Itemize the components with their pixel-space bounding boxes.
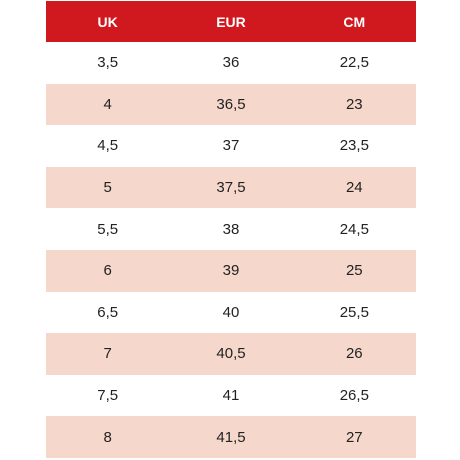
table-row: 7 40,5 26 <box>46 333 416 375</box>
cell-eur: 38 <box>222 220 240 238</box>
cell-eur: 37 <box>222 137 240 155</box>
cell-uk: 7 <box>103 345 112 363</box>
cell-eur: 40 <box>222 303 240 321</box>
cell-uk: 5,5 <box>97 220 119 238</box>
cell-uk: 8 <box>103 428 112 446</box>
cell-uk: 4 <box>103 95 112 113</box>
cell-uk: 7,5 <box>97 387 119 405</box>
header-cm: CM <box>343 13 366 30</box>
header-eur: EUR <box>216 13 246 30</box>
cell-uk: 4,5 <box>97 137 119 155</box>
table-row: 6,5 40 25,5 <box>46 291 416 334</box>
cell-uk: 6,5 <box>97 303 119 321</box>
cell-cm: 24,5 <box>339 220 369 238</box>
cell-eur: 40,5 <box>216 345 246 363</box>
table-row: 5 37,5 24 <box>46 166 416 209</box>
table-header-row: UK EUR CM <box>46 1 416 42</box>
cell-eur: 36,5 <box>216 95 246 113</box>
table-row: 6 39 25 <box>46 249 416 292</box>
header-uk: UK <box>97 13 118 30</box>
cell-uk: 3,5 <box>97 54 119 72</box>
cell-eur: 37,5 <box>216 179 246 197</box>
table-row: 4,5 37 23,5 <box>46 125 416 167</box>
cell-cm: 26,5 <box>339 387 369 405</box>
cell-uk: 6 <box>103 262 112 280</box>
cell-cm: 23 <box>345 95 363 113</box>
cell-cm: 23,5 <box>339 137 369 155</box>
cell-eur: 36 <box>222 54 240 72</box>
cell-uk: 5 <box>103 179 112 197</box>
size-chart-table: UK EUR CM 3,5 36 22,5 4 36,5 23 4,5 37 2… <box>46 1 416 458</box>
cell-eur: 41 <box>222 387 240 405</box>
cell-cm: 24 <box>345 179 363 197</box>
cell-cm: 22,5 <box>339 54 369 72</box>
cell-cm: 26 <box>345 345 363 363</box>
cell-eur: 41,5 <box>216 428 246 446</box>
cell-eur: 39 <box>222 262 240 280</box>
table-row: 4 36,5 23 <box>46 83 416 126</box>
table-row: 7,5 41 26,5 <box>46 374 416 417</box>
cell-cm: 25 <box>345 262 363 280</box>
cell-cm: 25,5 <box>339 303 369 321</box>
cell-cm: 27 <box>345 428 363 446</box>
table-row: 5,5 38 24,5 <box>46 208 416 250</box>
table-row: 3,5 36 22,5 <box>46 42 416 84</box>
table-row: 8 41,5 27 <box>46 416 416 458</box>
